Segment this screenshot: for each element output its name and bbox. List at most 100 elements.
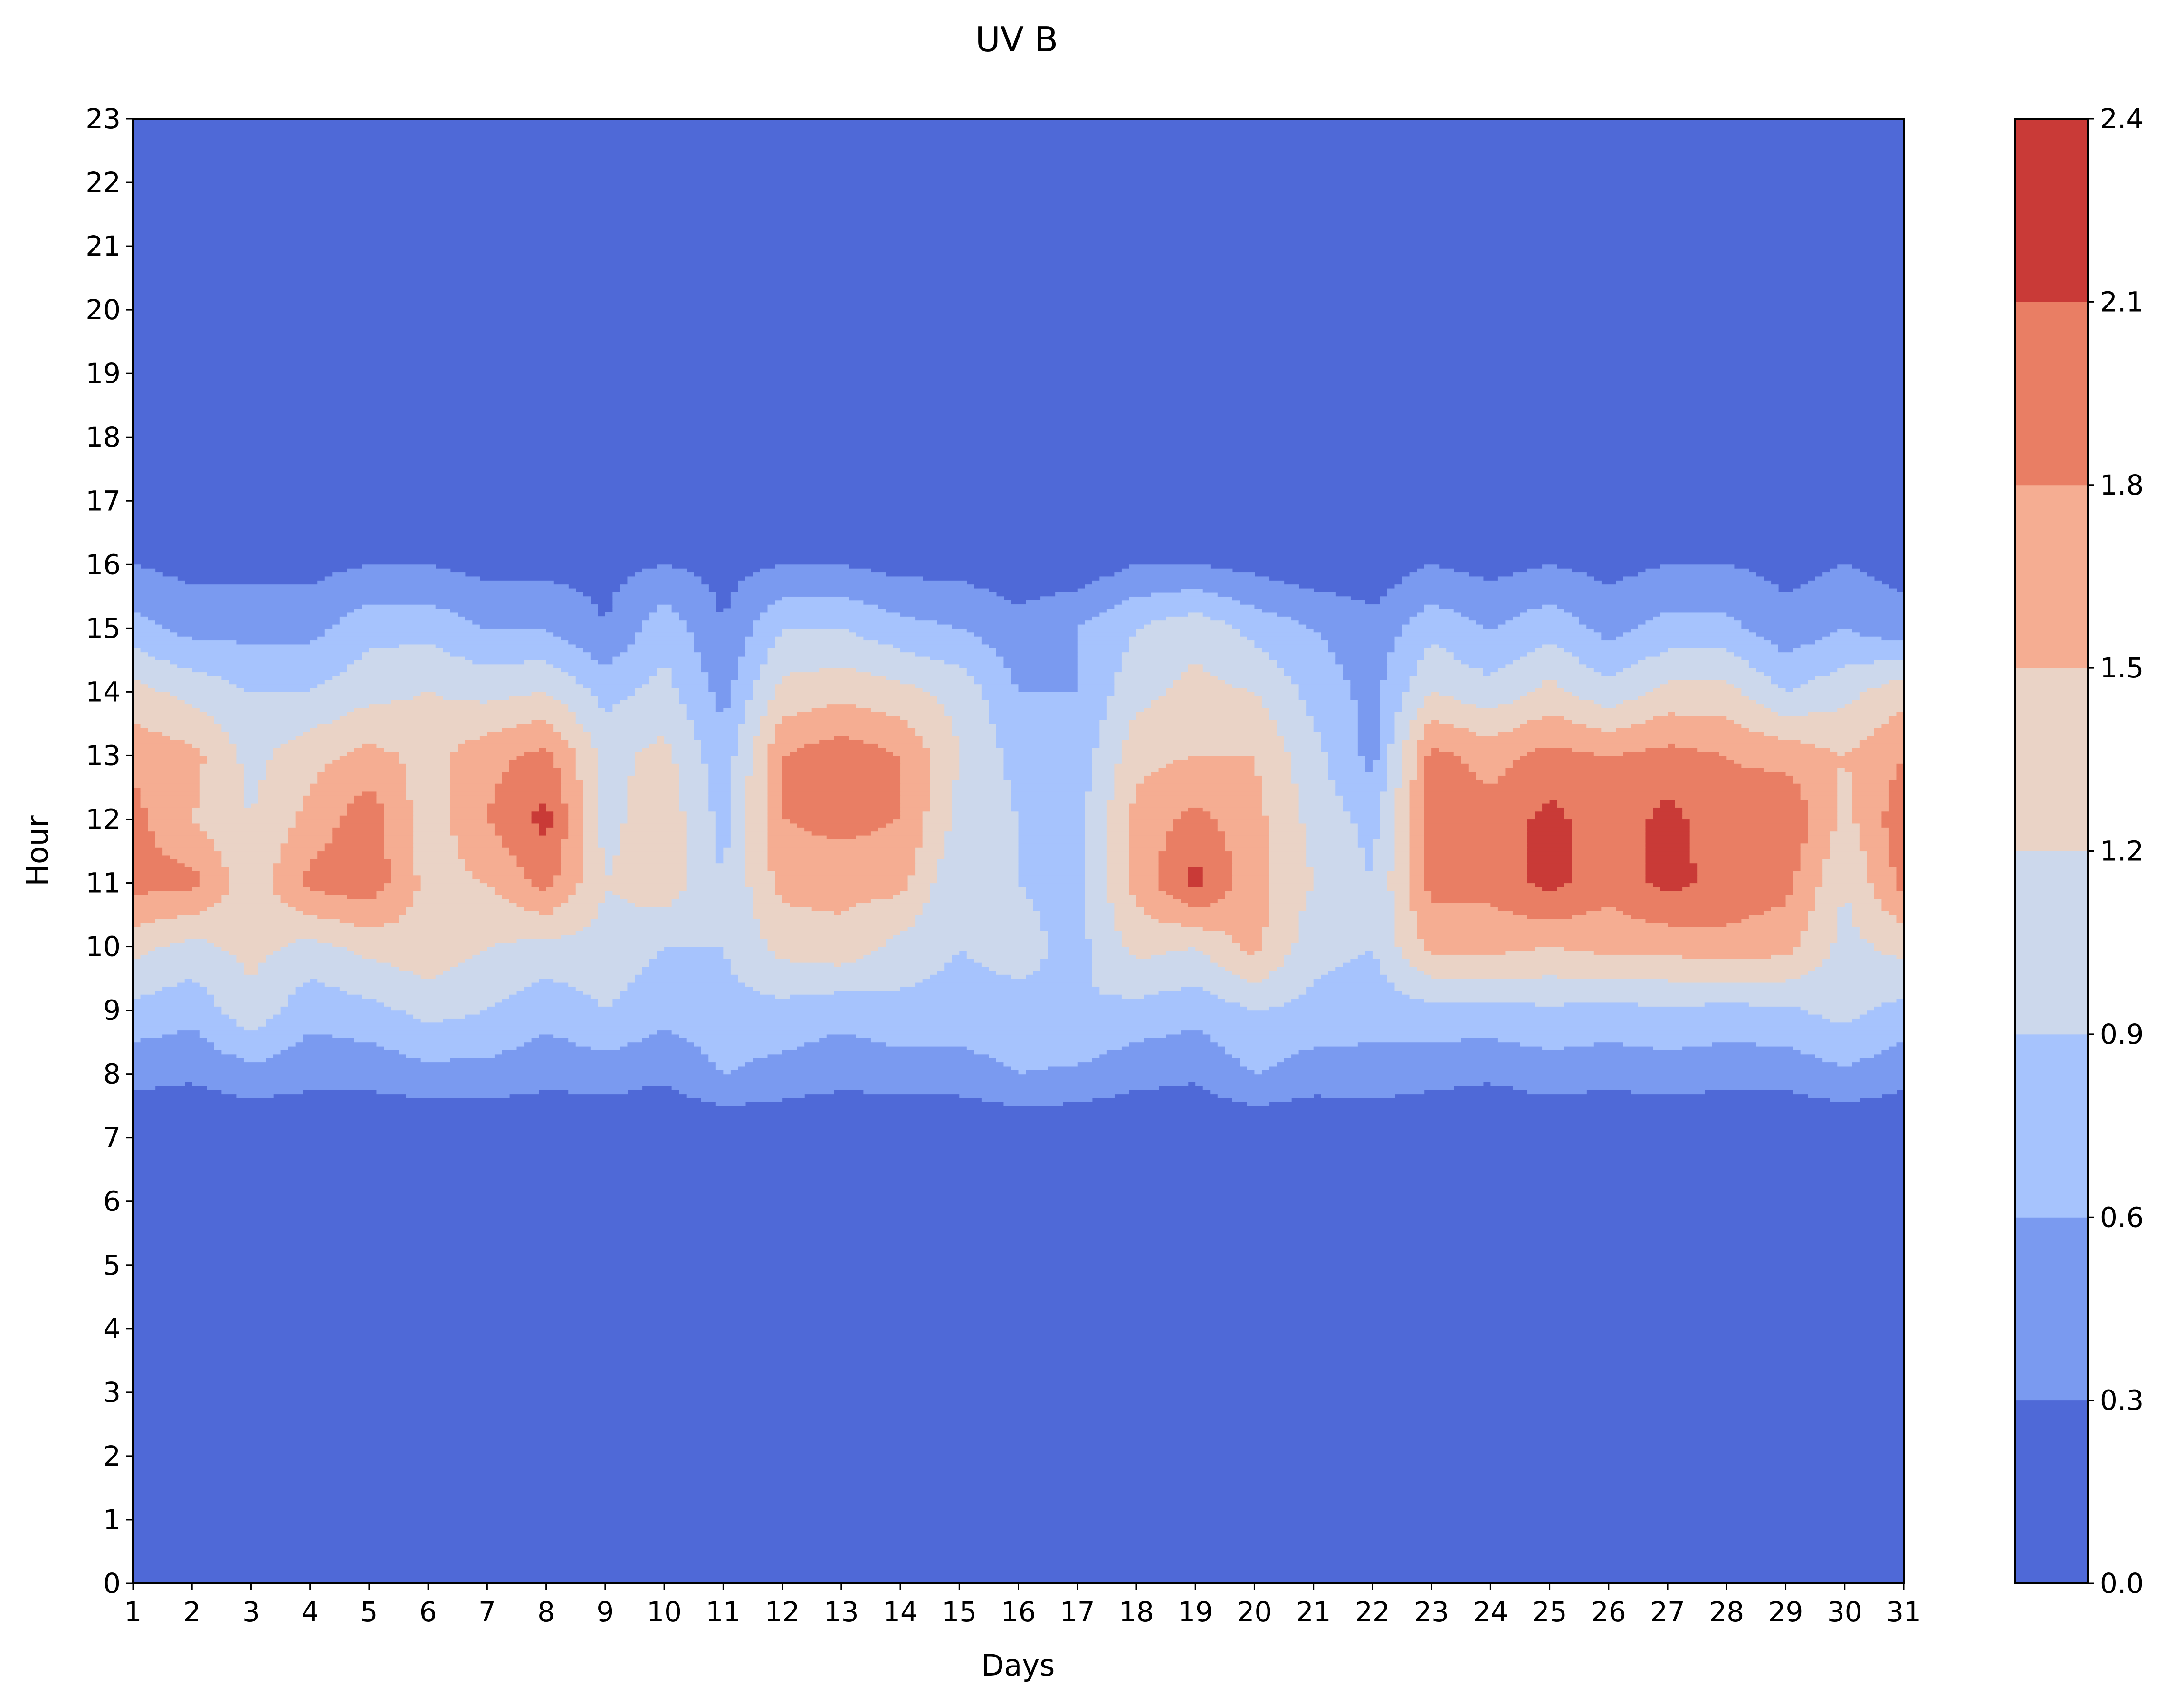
contour-band-cell — [1018, 879, 1085, 884]
contour-band-cell — [583, 779, 598, 784]
contour-band-cell — [694, 636, 746, 641]
contour-band-cell — [1623, 632, 1757, 637]
contour-band-cell — [1572, 819, 1646, 824]
x-tick-label: 17 — [1060, 1596, 1095, 1628]
contour-band-cell — [966, 628, 1078, 633]
contour-band-cell — [907, 875, 938, 879]
contour-band-cell — [634, 759, 672, 764]
contour-band-cell — [1896, 867, 1904, 871]
contour-band-cell — [1387, 747, 1402, 752]
y-tick-label: 16 — [86, 548, 121, 581]
x-tick-label: 20 — [1237, 1596, 1272, 1628]
contour-band-cell — [598, 1002, 613, 1007]
contour-band-cell — [324, 632, 554, 637]
contour-band-cell — [199, 783, 244, 788]
contour-band-cell — [1291, 616, 1410, 621]
contour-band-cell — [1387, 775, 1402, 780]
contour-band-cell — [184, 863, 222, 867]
contour-band-cell — [192, 636, 318, 641]
contour-band-cell — [1158, 859, 1233, 864]
contour-band-cell — [1748, 914, 1808, 919]
contour-band-cell — [1372, 843, 1395, 848]
contour-band-cell — [1653, 1046, 1683, 1050]
contour-band-cell — [1394, 739, 1402, 744]
contour-band-cell — [1394, 914, 1417, 919]
contour-band-cell — [1830, 1018, 1852, 1023]
contour-band-cell — [1461, 755, 1521, 760]
contour-band-cell — [310, 640, 569, 645]
contour-band-cell — [406, 1094, 510, 1098]
contour-band-cell — [1306, 823, 1358, 828]
contour-band-cell — [1837, 815, 1852, 820]
contour-band-cell — [1800, 584, 1889, 589]
contour-band-cell — [443, 695, 510, 700]
contour-band-cell — [1291, 779, 1336, 784]
contour-band-cell — [598, 767, 635, 772]
contour-band-cell — [369, 648, 443, 653]
contour-band-cell — [1394, 855, 1410, 859]
contour-band-cell — [1822, 875, 1867, 879]
contour-band-cell — [376, 895, 414, 899]
contour-band-cell — [1269, 847, 1307, 852]
contour-band-cell — [1269, 823, 1307, 828]
contour-band-cell — [1527, 752, 1594, 756]
contour-band-cell — [1424, 767, 1469, 772]
contour-band-cell — [937, 620, 1085, 625]
contour-band-cell — [177, 982, 200, 987]
contour-band-cell — [1653, 883, 1690, 887]
contour-band-cell — [1158, 918, 1270, 923]
contour-band-cell — [767, 771, 783, 776]
contour-band-cell — [627, 1042, 694, 1047]
contour-band-cell — [1394, 640, 1772, 645]
contour-band-cell — [1896, 954, 1904, 959]
contour-band-cell — [1689, 859, 1801, 864]
contour-band-cell — [1852, 791, 1889, 796]
contour-band-cell — [738, 724, 761, 728]
contour-band-cell — [767, 712, 798, 716]
contour-band-cell — [1424, 652, 1454, 657]
contour-band-cell — [413, 695, 443, 700]
contour-band-cell — [893, 752, 930, 756]
contour-band-cell — [612, 855, 687, 859]
contour-band-cell — [1092, 966, 1225, 971]
contour-band-cell — [199, 827, 288, 832]
contour-band-cell — [1402, 704, 1425, 708]
contour-band-cell — [450, 752, 525, 756]
contour-band-cell — [391, 871, 414, 876]
contour-band-cell — [1106, 839, 1130, 844]
contour-band-cell — [258, 799, 303, 804]
contour-band-cell — [1557, 974, 1801, 979]
contour-band-cell — [1387, 672, 1417, 676]
contour-band-cell — [1520, 695, 1580, 700]
contour-band-cell — [627, 807, 679, 812]
contour-band-cell — [605, 847, 620, 852]
contour-band-cell — [133, 819, 148, 824]
contour-band-cell — [1734, 616, 1904, 621]
contour-band-cell — [133, 1058, 244, 1063]
contour-band-cell — [258, 970, 414, 975]
contour-band-cell — [1888, 803, 1904, 808]
contour-band-cell — [1660, 684, 1735, 688]
contour-band-cell — [1099, 743, 1122, 748]
contour-band-cell — [524, 875, 554, 879]
contour-band-cell — [1808, 911, 1838, 915]
contour-band-cell — [738, 735, 753, 740]
contour-band-cell — [760, 715, 783, 720]
contour-band-cell — [686, 875, 746, 879]
contour-band-cell — [686, 704, 716, 708]
contour-band-cell — [1394, 899, 1410, 904]
contour-band-cell — [679, 1034, 827, 1038]
x-tick-label: 15 — [942, 1596, 977, 1628]
contour-band-cell — [1291, 767, 1329, 772]
contour-band-cell — [539, 747, 547, 752]
contour-band-cell — [590, 735, 658, 740]
contour-band-cell — [1092, 974, 1240, 979]
contour-band-cell — [730, 1070, 1019, 1075]
contour-band-cell — [273, 747, 355, 752]
contour-band-cell — [148, 684, 237, 688]
contour-band-cell — [1011, 779, 1093, 784]
contour-band-cell — [715, 859, 724, 864]
contour-band-cell — [1254, 767, 1292, 772]
contour-band-cell — [383, 803, 414, 808]
contour-band-cell — [458, 962, 650, 967]
